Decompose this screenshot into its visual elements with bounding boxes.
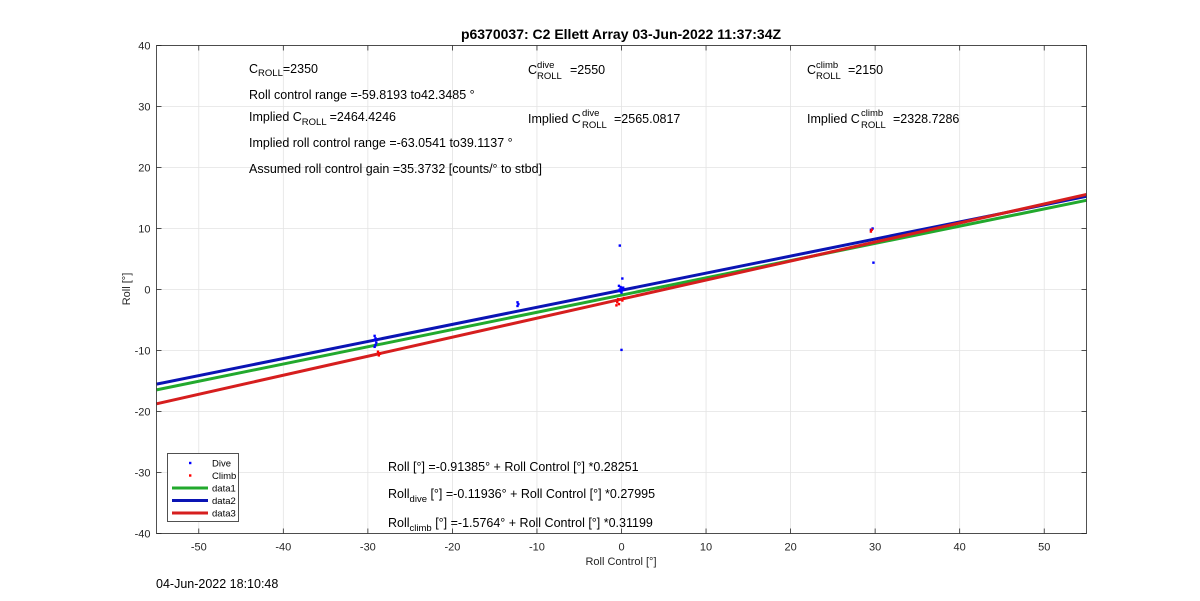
dive-point	[619, 290, 622, 293]
implied-dive-value: =2565.0817	[614, 112, 680, 126]
dive-point	[617, 284, 621, 288]
dive-point	[373, 345, 376, 349]
c-dive-text: Cdive	[528, 60, 554, 77]
y-tick-label: -10	[135, 346, 151, 358]
implied-climb-sup: climb	[861, 108, 883, 119]
climb-point	[615, 304, 618, 307]
y-tick-label: -40	[135, 529, 151, 541]
x-tick-label: -30	[360, 542, 376, 554]
x-tick-label: 50	[1038, 542, 1050, 554]
implied-dive-text: Implied C	[528, 112, 581, 126]
legend-label-data2: data2	[212, 496, 236, 507]
y-tick-label: -20	[135, 407, 151, 419]
fit-equation-climb: Rollclimb [°] =-1.5764° + Roll Control […	[388, 516, 653, 534]
climb-point	[621, 299, 624, 302]
climb-point	[616, 301, 619, 304]
legend-label-Climb: Climb	[212, 471, 236, 482]
climb-point	[870, 228, 873, 231]
legend-marker-Dive	[189, 461, 192, 465]
dive-point	[620, 291, 623, 294]
gain-text: Assumed roll control gain =35.3732 [coun…	[249, 162, 542, 176]
dive-point	[617, 289, 621, 292]
climb-point	[869, 230, 873, 233]
dive-point	[871, 227, 874, 230]
x-tick-label: -10	[529, 542, 545, 554]
implied-dive-sub: ROLL	[582, 120, 607, 131]
x-axis-label: Roll Control [°]	[585, 556, 656, 568]
y-tick-label: 30	[138, 102, 150, 114]
chart-title: p6370037: C2 Ellett Array 03-Jun-2022 11…	[461, 26, 782, 42]
legend-marker-Climb	[189, 474, 192, 477]
implied-dive-sup: dive	[582, 108, 599, 119]
climb-point	[622, 296, 626, 300]
x-tick-label: 0	[618, 542, 624, 554]
dive-point	[872, 261, 875, 264]
dive-point	[620, 287, 623, 290]
x-tick-label: 10	[700, 542, 712, 554]
x-tick-label: -50	[191, 542, 207, 554]
y-tick-label: 10	[138, 224, 150, 236]
dive-point	[516, 304, 519, 308]
climb-point	[617, 302, 621, 306]
legend-label-Dive: Dive	[212, 459, 231, 470]
c-climb-sub: ROLL	[816, 71, 841, 82]
y-tick-label: 40	[138, 41, 150, 53]
footer-timestamp: 04-Jun-2022 18:10:48	[156, 577, 279, 591]
x-tick-label: -40	[275, 542, 291, 554]
dive-point	[621, 287, 625, 291]
dive-point	[621, 286, 625, 289]
y-tick-label: 20	[138, 163, 150, 175]
c-roll-text: CROLL=2350	[249, 62, 318, 79]
dive-point	[620, 348, 623, 352]
climb-point	[378, 352, 381, 355]
c-climb-value: =2150	[848, 63, 883, 77]
dive-point	[373, 334, 376, 338]
x-tick-label: 30	[869, 542, 881, 554]
fit-equation-dive: Rolldive [°] =-0.11936° + Roll Control […	[388, 487, 655, 505]
dive-point	[619, 285, 622, 289]
dive-point	[621, 288, 624, 292]
fit-line-data1	[156, 198, 1087, 392]
climb-point	[376, 350, 380, 353]
roll-range-text: Roll control range =-59.8193 to42.3485 °	[249, 88, 475, 102]
x-tick-label: -20	[444, 542, 460, 554]
legend-label-data3: data3	[212, 509, 236, 520]
fit-equation-all: Roll [°] =-0.91385° + Roll Control [°] *…	[388, 460, 639, 474]
climb-point	[616, 298, 620, 301]
implied-c-roll-text: Implied CROLL =2464.4246	[249, 110, 396, 128]
y-axis-label: Roll [°]	[121, 273, 133, 306]
implied-climb-sub: ROLL	[861, 120, 886, 131]
implied-climb-value: =2328.7286	[893, 112, 959, 126]
legend-label-data1: data1	[212, 484, 236, 495]
x-tick-label: 40	[954, 542, 966, 554]
dive-point	[618, 288, 622, 291]
dive-point	[516, 301, 519, 304]
c-climb-text: Cclimb	[807, 60, 838, 77]
y-tick-label: -30	[135, 468, 151, 480]
dive-point	[374, 337, 377, 340]
dive-point	[618, 244, 622, 247]
c-dive-value: =2550	[570, 63, 605, 77]
axis-ticks: -50 -40 -30 -20 -10 0 10 20 30 40 50 -40 -30 -20 -10 0 1…	[135, 41, 1087, 554]
dive-point	[621, 277, 624, 280]
dive-point	[373, 338, 376, 342]
c-dive-sub: ROLL	[537, 71, 562, 82]
dive-point	[374, 343, 377, 347]
x-tick-label: 20	[784, 542, 796, 554]
y-tick-label: 0	[144, 285, 150, 297]
dive-point	[375, 341, 378, 344]
fit-line-data3	[156, 192, 1087, 406]
dive-point	[517, 302, 520, 306]
climb-point	[377, 354, 381, 357]
implied-range-text: Implied roll control range =-63.0541 to3…	[249, 136, 513, 150]
implied-climb-text: Implied C	[807, 112, 860, 126]
data-points	[373, 227, 875, 357]
